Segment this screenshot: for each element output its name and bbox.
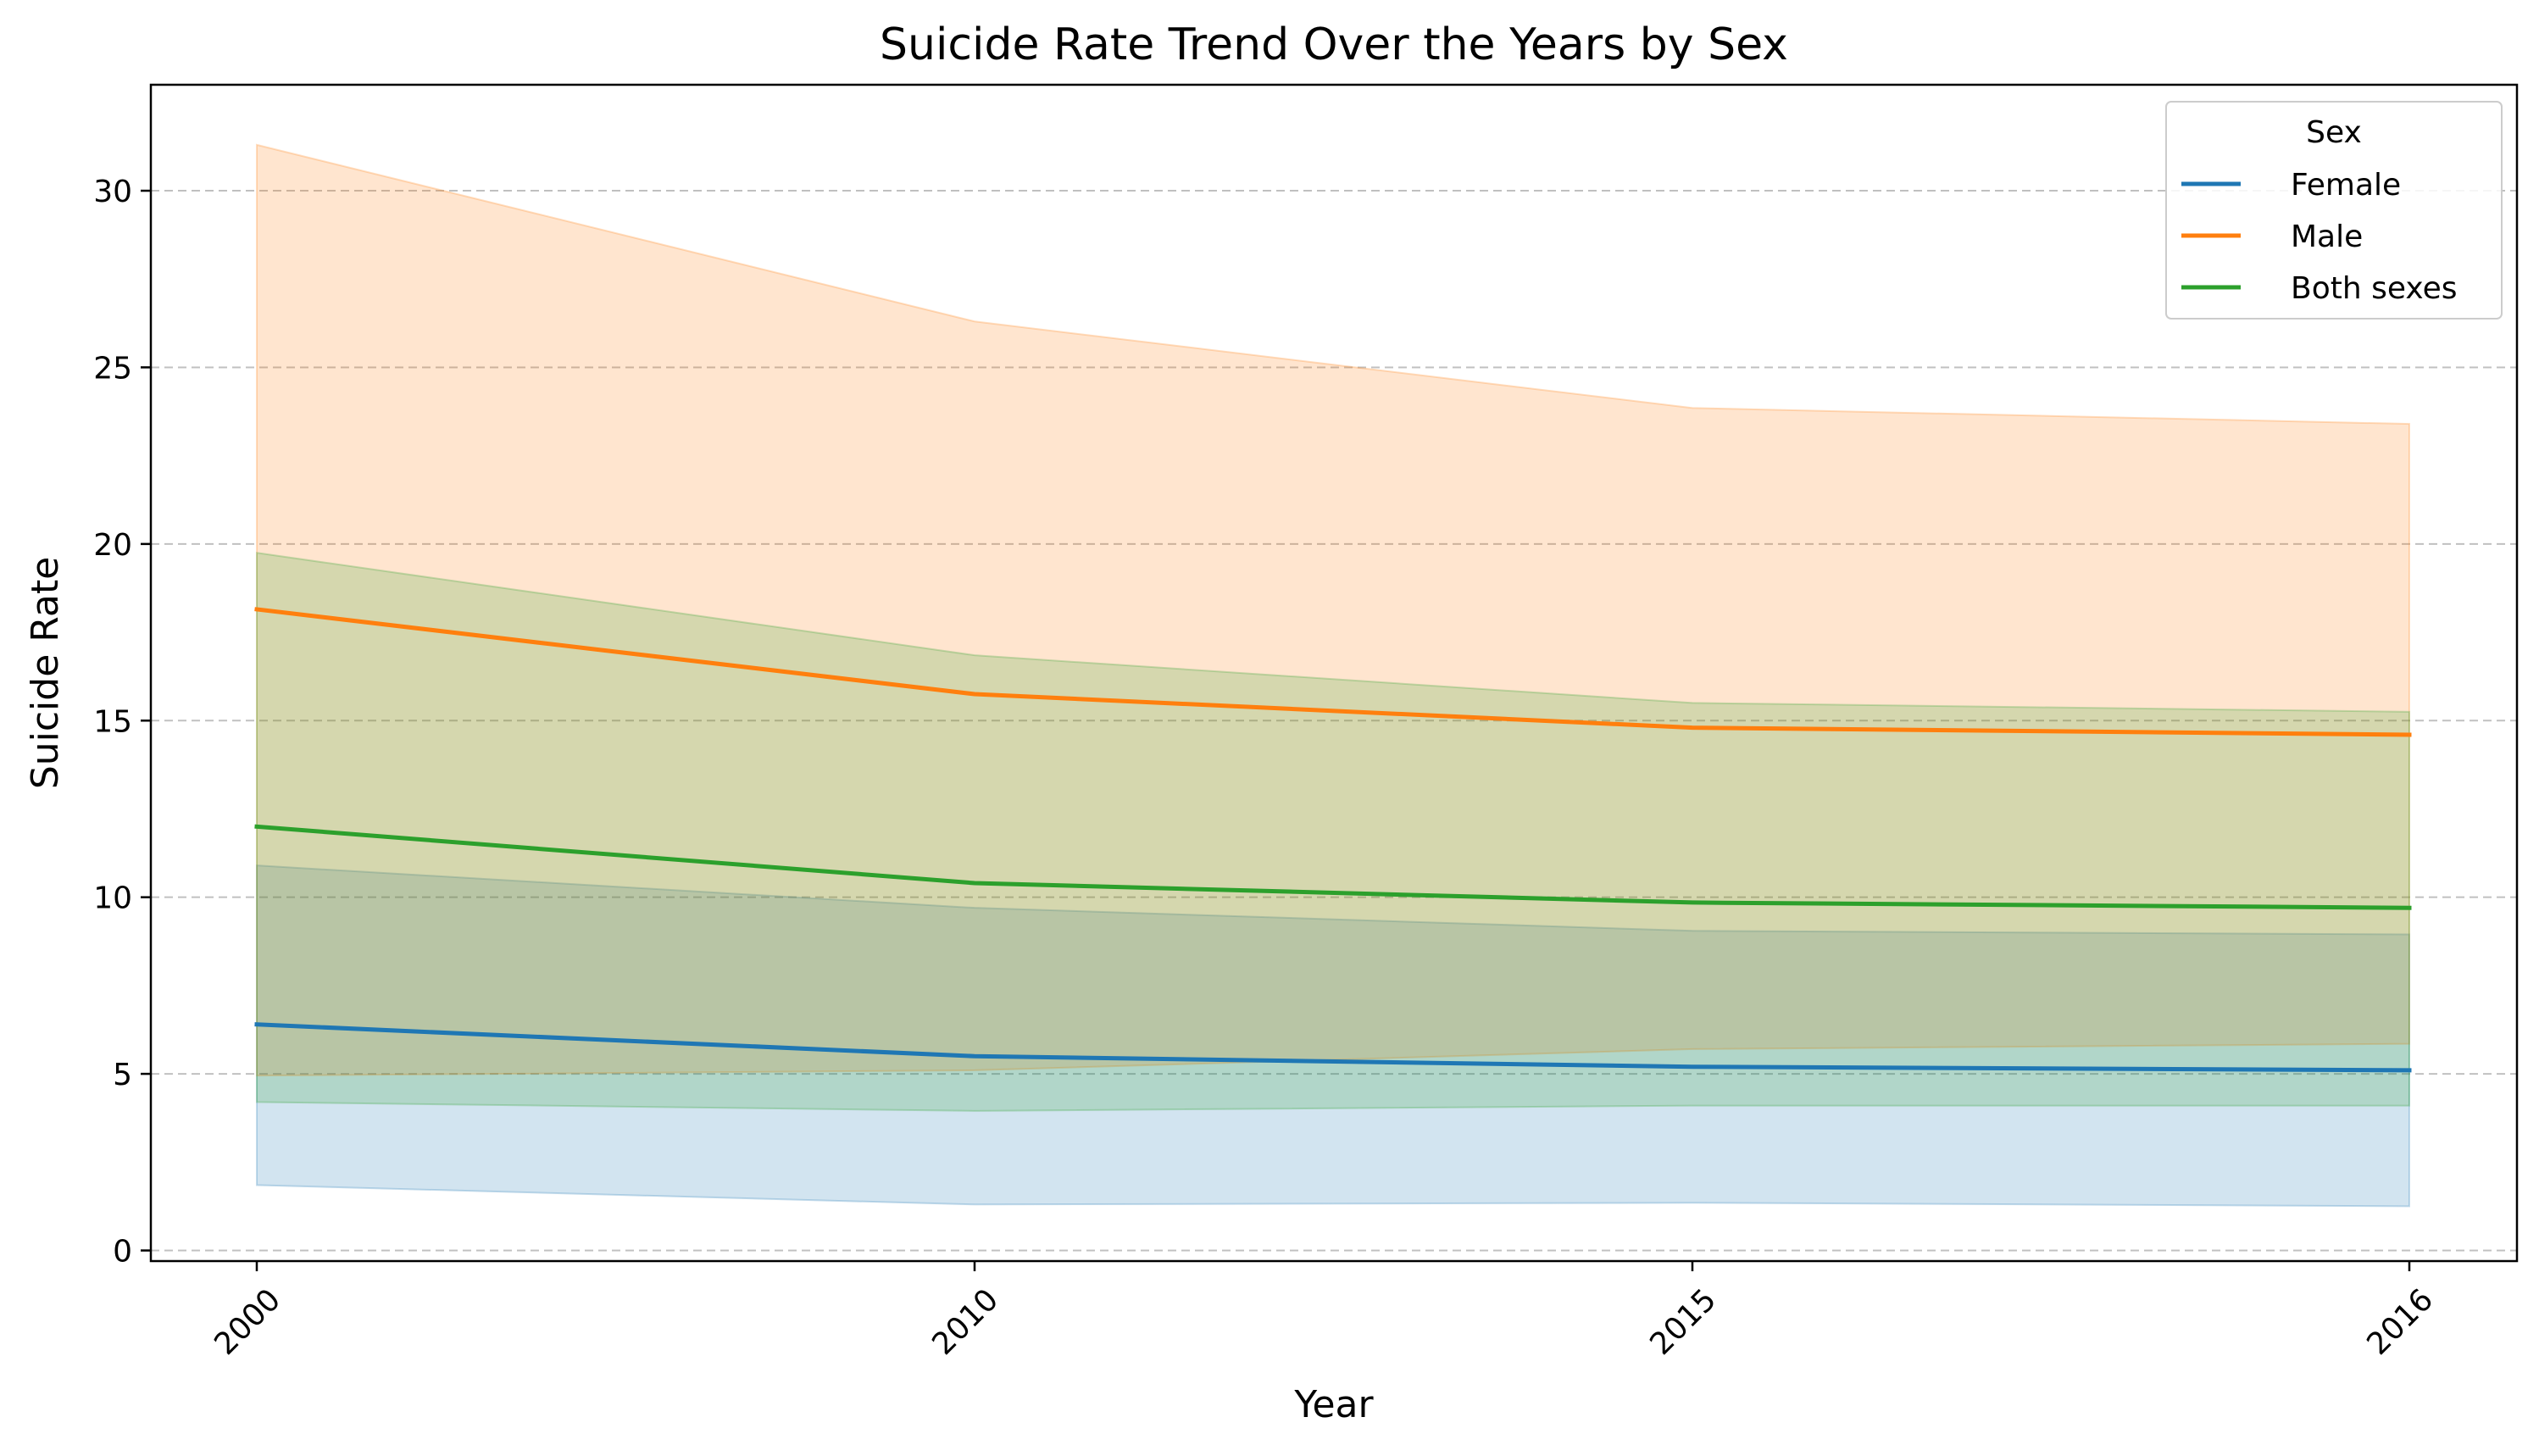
legend-box <box>2165 101 2503 320</box>
y-axis-label: Suicide Rate <box>24 557 67 789</box>
y-tick-label: 5 <box>113 1058 132 1092</box>
legend-title: Sex <box>2306 115 2362 150</box>
legend-label-female: Female <box>2291 168 2401 203</box>
y-tick-label: 10 <box>93 881 132 916</box>
y-tick-label: 20 <box>93 528 132 563</box>
grid-lines <box>151 190 2517 1252</box>
band-both-sexes <box>256 552 2410 1112</box>
chart-title: Suicide Rate Trend Over the Years by Sex <box>880 19 1788 70</box>
legend: Sex Female Male Both sexes <box>2165 101 2503 320</box>
y-tick-label: 25 <box>93 351 132 386</box>
line-both-sexes <box>254 824 2412 910</box>
confidence-bands <box>256 143 2410 1208</box>
line-male <box>254 607 2412 737</box>
x-axis-label: Year <box>1293 1383 1374 1426</box>
line-female <box>254 1022 2412 1073</box>
band-female <box>256 864 2410 1208</box>
plot-frame <box>149 83 2519 1263</box>
y-tick-label: 15 <box>93 704 132 739</box>
y-tick-label: 0 <box>113 1234 132 1269</box>
band-male <box>256 143 2410 1077</box>
y-tick-label: 30 <box>93 175 132 209</box>
legend-label-male: Male <box>2291 220 2363 254</box>
legend-entries: Female Male Both sexes <box>2181 168 2457 306</box>
legend-label-both-sexes: Both sexes <box>2291 271 2457 306</box>
series-lines <box>254 607 2412 1073</box>
y-ticks: 0 5 10 15 20 25 30 <box>93 175 151 1269</box>
